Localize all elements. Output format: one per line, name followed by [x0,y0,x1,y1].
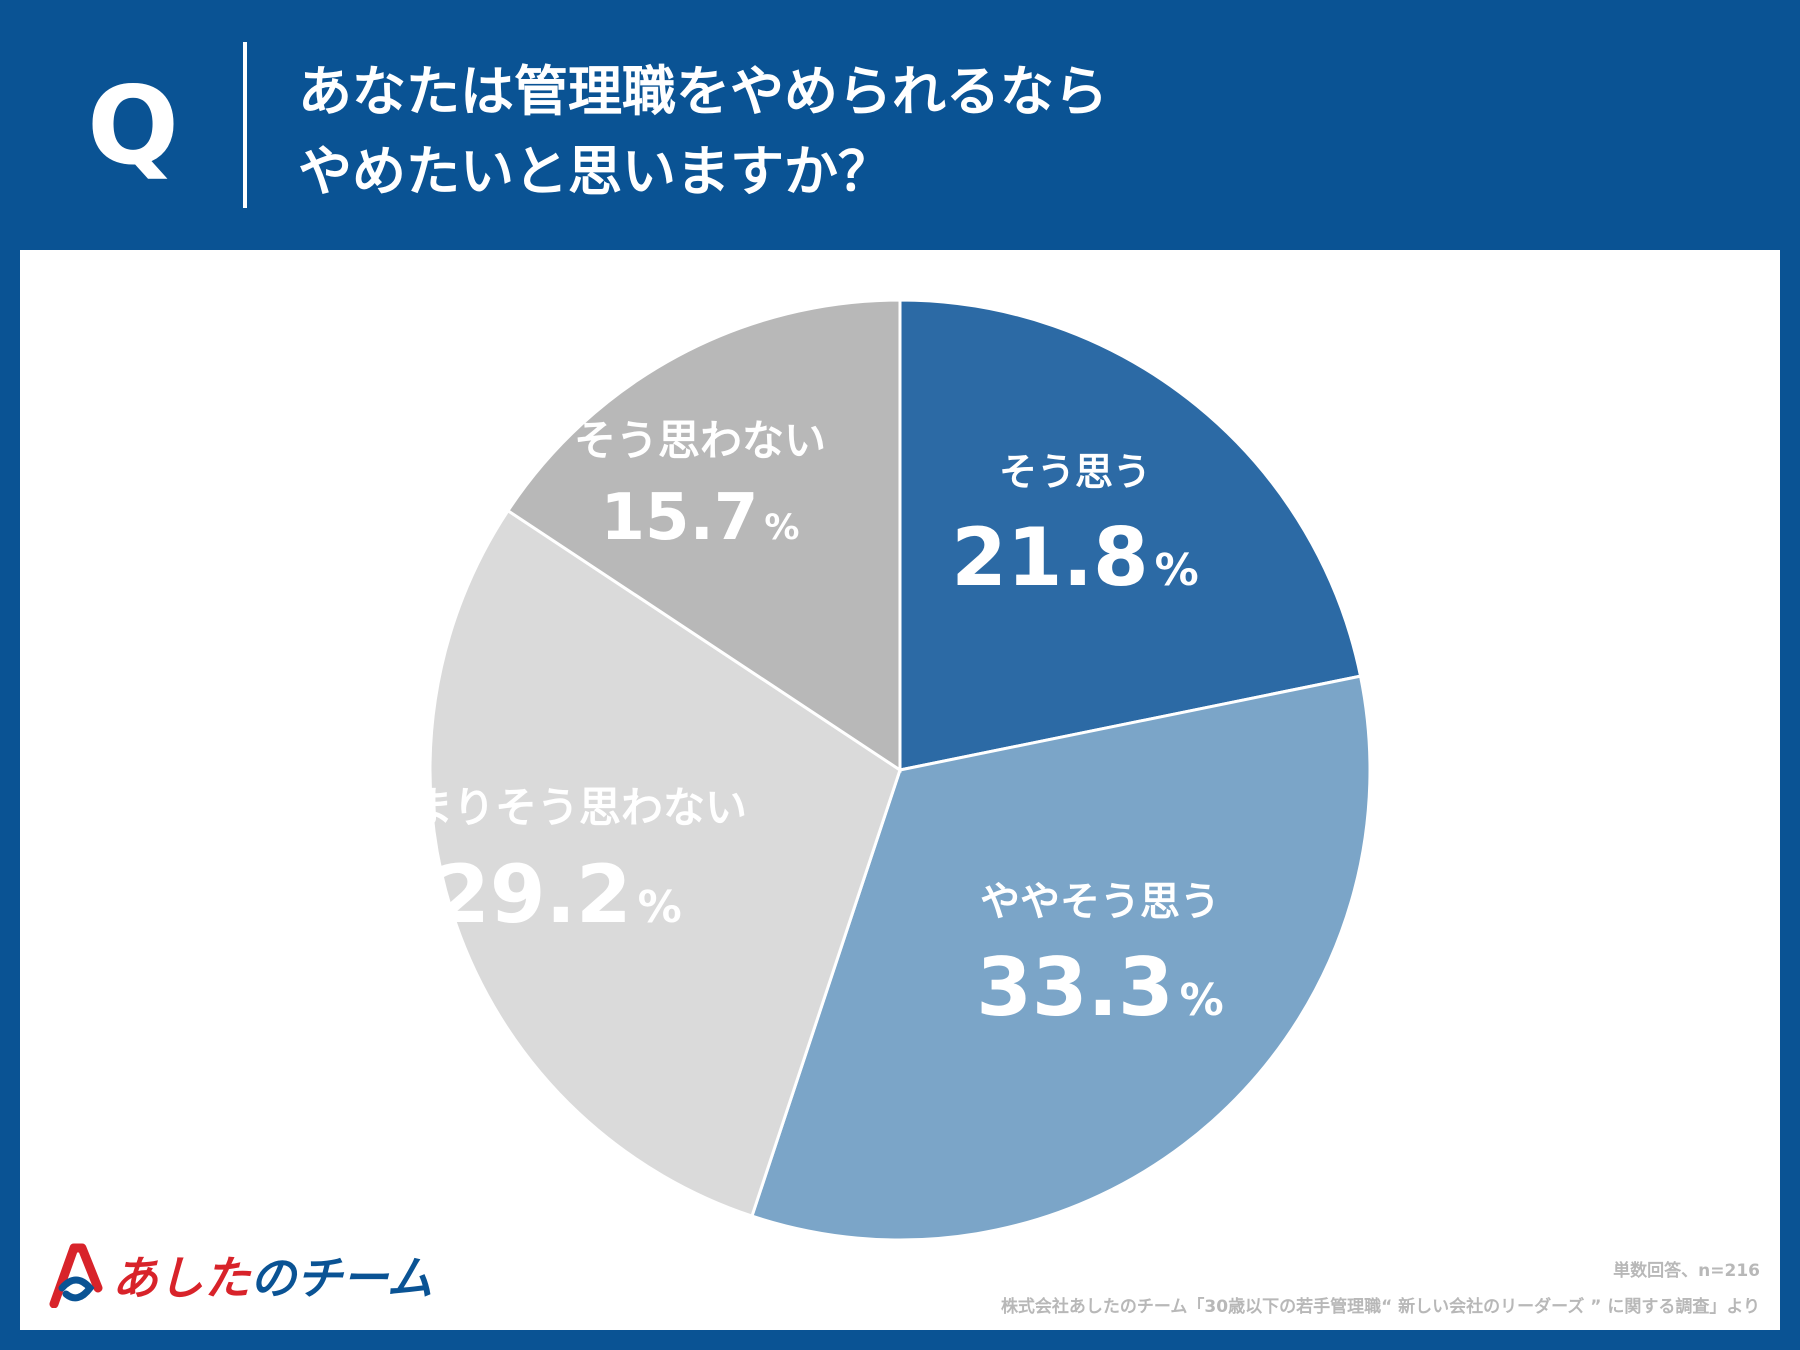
question-mark-label: Q [87,64,179,189]
pie-slice-label-1: そう思う [999,450,1151,494]
pie-slice-4 [505,298,902,773]
logo-text-blue: のチーム [250,1251,433,1305]
pie-slice-value-1: 21.8% [951,511,1198,604]
pie-slice-1 [898,298,1363,772]
pie-slice-label-4: そう思わない [574,416,826,465]
source-note: 株式会社あしたのチーム「30歳以下の若手管理職“ 新しい会社のリーダーズ ” に… [1000,1297,1760,1317]
pie-slice-3 [428,508,902,1218]
sample-size-note: 単数回答、n=216 [1613,1261,1760,1281]
question-line-2: やめたいと思いますか？ [298,140,892,203]
pie-slice-2 [750,674,1372,1242]
question-text: あなたは管理職をやめられるなら やめたいと思いますか？ [298,52,1698,212]
pie-slice-value-3: 29.2% [434,848,681,941]
pie-slice-label-2: ややそう思う [980,879,1220,925]
header-banner: Q あなたは管理職をやめられるなら やめたいと思いますか？ [0,0,1800,250]
header-divider [243,42,247,208]
pie-slice-value-4: 15.7% [601,481,800,555]
pie-slice-label-3: あまりそう思わない [369,783,747,832]
pie-slice-value-2: 33.3% [976,941,1223,1034]
logo-text-red: あした [112,1251,250,1305]
company-logo: あしたのチーム [48,1240,433,1310]
logo-mark-icon [49,1243,103,1308]
question-line-1: あなたは管理職をやめられるなら [298,60,1108,123]
